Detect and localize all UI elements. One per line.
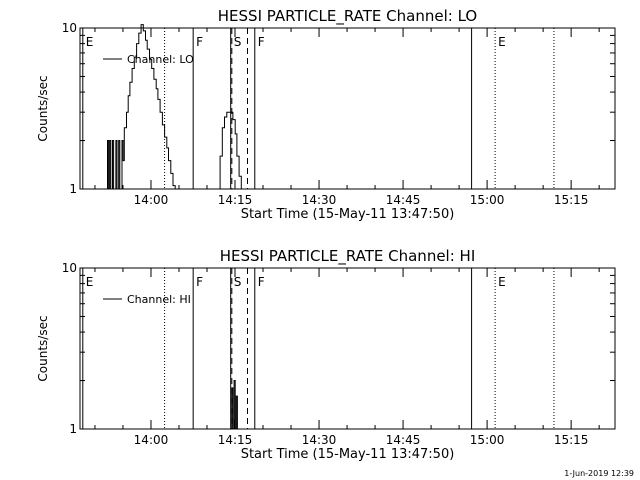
panel-1-x-tick-label-1: 14:15 xyxy=(218,193,253,207)
panel-1-event-label-0: E xyxy=(86,35,94,49)
panel-1-y-axis-label: Counts/sec xyxy=(36,75,50,141)
panel-1-x-tick-label-3: 14:45 xyxy=(386,193,421,207)
panel-2-x-axis-label: Start Time (15-May-11 13:47:50) xyxy=(241,447,455,462)
panel-1-x-tick-label-5: 15:15 xyxy=(554,193,589,207)
panel-2-event-label-3: S xyxy=(234,275,242,289)
panel-1-x-tick-label-2: 14:30 xyxy=(302,193,337,207)
panel-2-y-tick-label-0: 1 xyxy=(69,422,77,436)
panel-2-y-axis-label: Counts/sec xyxy=(36,315,50,381)
panel-2-event-label-8: E xyxy=(498,275,506,289)
panel-1-y-tick-label-1: 10 xyxy=(62,21,77,35)
panel-1-event-label-8: E xyxy=(498,35,506,49)
panel-1-event-label-3: S xyxy=(234,35,242,49)
panel-1-event-label-2: F xyxy=(196,35,203,49)
panel-2-chart-title: HESSI PARTICLE_RATE Channel: HI xyxy=(220,247,476,266)
panel-2-legend-label: Channel: HI xyxy=(127,293,191,306)
panel-2-x-tick-label-1: 14:15 xyxy=(218,433,253,447)
panel-1-y-tick-label-0: 1 xyxy=(69,182,77,196)
panel-2-series-line-0 xyxy=(231,380,238,430)
panel-1-x-axis-label: Start Time (15-May-11 13:47:50) xyxy=(241,207,455,222)
panel-1-legend-label: Channel: LO xyxy=(127,53,194,66)
panel-1-x-tick-label-0: 14:00 xyxy=(134,193,169,207)
panel-1-series-line-0 xyxy=(107,24,244,190)
panel-2-x-tick-label-3: 14:45 xyxy=(386,433,421,447)
panel-2-y-tick-label-1: 10 xyxy=(62,261,77,275)
panel-2-event-label-0: E xyxy=(86,275,94,289)
panel-1-x-tick-label-4: 15:00 xyxy=(470,193,505,207)
panel-2-event-label-2: F xyxy=(196,275,203,289)
panel-2-event-label-6: F xyxy=(258,275,265,289)
panel-1-event-label-6: F xyxy=(258,35,265,49)
footer-date: 1-Jun-2019 12:39 xyxy=(564,469,634,478)
panel-2-x-tick-label-0: 14:00 xyxy=(134,433,169,447)
panel-1-chart-title: HESSI PARTICLE_RATE Channel: LO xyxy=(218,7,477,26)
panel-2-x-tick-label-5: 15:15 xyxy=(554,433,589,447)
panel-2-x-tick-label-2: 14:30 xyxy=(302,433,337,447)
panel-2-x-tick-label-4: 15:00 xyxy=(470,433,505,447)
